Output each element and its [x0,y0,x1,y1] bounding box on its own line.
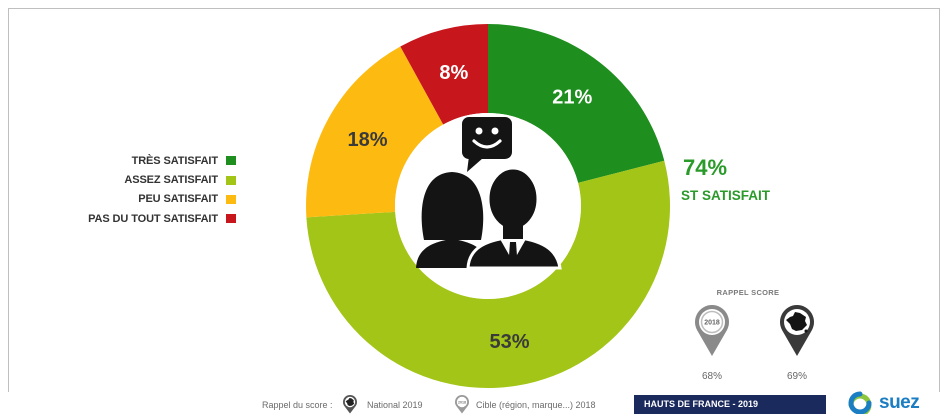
footer-national-label: National 2019 [367,400,423,410]
legend-item-assez-satisfait: ASSEZ SATISFAIT [0,170,236,189]
legend-swatch [226,194,236,204]
rappel-score-value-2018: 68% [701,371,722,382]
pin-2018-text: 2018 [704,320,720,327]
donut-value-label-assez-satisfait: 53% [489,331,529,353]
legend-item-pas-du-tout-satisfait: PAS DU TOUT SATISFAIT [0,209,236,228]
donut-segments [306,24,670,388]
footer-cible-label: Cible (région, marque...) 2018 [476,400,596,410]
legend-item-tres-satisfait: TRÈS SATISFAIT [0,151,236,170]
donut-value-labels: 21% 53% 18% 8% [347,62,592,353]
legend-label: PEU SATISFAIT [138,193,218,206]
pin-2018-icon: 2018 [695,304,730,356]
footer-pin-2018-text: 2018 [458,400,466,404]
satisfied-total-label: ST SATISFAIT [681,188,771,203]
suez-logo-text: suez [879,392,920,413]
footer-rappel-label: Rappel du score : [262,400,333,410]
legend-swatch [226,214,236,224]
donut-segment-assez-satisfait [306,160,670,388]
speech-bubble-icon [462,117,512,172]
legend-label: TRÈS SATISFAIT [131,154,219,167]
donut-segment-peu-satisfait [306,46,444,218]
chart-legend: TRÈS SATISFAIT ASSEZ SATISFAIT PEU SATIS… [0,151,236,229]
legend-item-peu-satisfait: PEU SATISFAIT [0,190,236,209]
legend-swatch [226,175,236,185]
footer-pin-2018-icon: 2018 [454,394,470,414]
donut-value-label-peu-satisfait: 18% [347,129,387,151]
rappel-score-title: RAPPEL SCORE [716,288,780,297]
donut-segment-tres-satisfait [488,24,665,183]
man-silhouette-icon [466,166,562,270]
suez-logo-icon [848,391,872,414]
donut-segment-pas-du-tout-satisfait [400,24,488,125]
donut-value-label-tres-satisfait: 21% [552,86,592,108]
pin-france-map-icon [780,304,814,356]
legend-label: ASSEZ SATISFAIT [124,174,218,187]
legend-swatch [226,156,236,166]
satisfied-total-value: 74% [683,155,728,180]
region-badge: HAUTS DE FRANCE - 2019 [634,395,826,414]
customers-speech-smiley-icon [416,117,562,270]
slide-frame [8,8,940,392]
rappel-score-value-national: 69% [786,371,807,382]
woman-silhouette-icon [416,172,489,268]
legend-label: PAS DU TOUT SATISFAIT [88,212,218,225]
footer-pin-france-map-icon [343,394,358,414]
donut-value-label-pas-du-tout-satisfait: 8% [439,62,468,84]
